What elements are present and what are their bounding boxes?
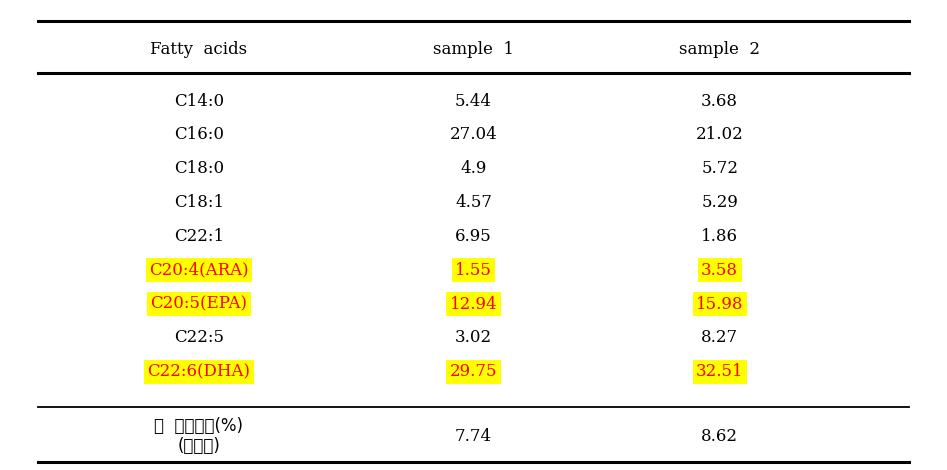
Text: 5.72: 5.72 <box>701 160 739 177</box>
Text: 6.95: 6.95 <box>456 228 491 245</box>
Text: (조지방): (조지방) <box>177 437 221 454</box>
Text: 32.51: 32.51 <box>696 363 743 380</box>
Text: 셀  지질함량(%): 셀 지질함량(%) <box>154 417 243 435</box>
Text: sample  2: sample 2 <box>679 41 760 58</box>
Text: 4.9: 4.9 <box>460 160 487 177</box>
Text: 12.94: 12.94 <box>450 296 497 313</box>
Text: 21.02: 21.02 <box>696 126 743 143</box>
Text: C20:4(ARA): C20:4(ARA) <box>149 262 249 279</box>
Text: 5.29: 5.29 <box>702 194 738 211</box>
Text: C18:0: C18:0 <box>174 160 223 177</box>
Text: 4.57: 4.57 <box>455 194 492 211</box>
Text: 27.04: 27.04 <box>450 126 497 143</box>
Text: 15.98: 15.98 <box>696 296 743 313</box>
Text: 8.27: 8.27 <box>701 329 739 346</box>
Text: 29.75: 29.75 <box>450 363 497 380</box>
Text: C22:6(DHA): C22:6(DHA) <box>148 363 250 380</box>
Text: 5.44: 5.44 <box>455 93 492 110</box>
Text: 1.86: 1.86 <box>701 228 739 245</box>
Text: C18:1: C18:1 <box>174 194 223 211</box>
Text: 3.02: 3.02 <box>455 329 492 346</box>
Text: sample  1: sample 1 <box>433 41 514 58</box>
Text: 1.55: 1.55 <box>456 262 491 279</box>
Text: 8.62: 8.62 <box>701 428 739 445</box>
Text: C20:5(EPA): C20:5(EPA) <box>151 296 247 313</box>
Text: 7.74: 7.74 <box>455 428 492 445</box>
Text: C16:0: C16:0 <box>174 126 223 143</box>
Text: 3.68: 3.68 <box>701 93 739 110</box>
Text: Fatty  acids: Fatty acids <box>151 41 247 58</box>
Text: 3.58: 3.58 <box>701 262 739 279</box>
Text: C22:1: C22:1 <box>174 228 223 245</box>
Text: C22:5: C22:5 <box>174 329 223 346</box>
Text: C14:0: C14:0 <box>174 93 223 110</box>
